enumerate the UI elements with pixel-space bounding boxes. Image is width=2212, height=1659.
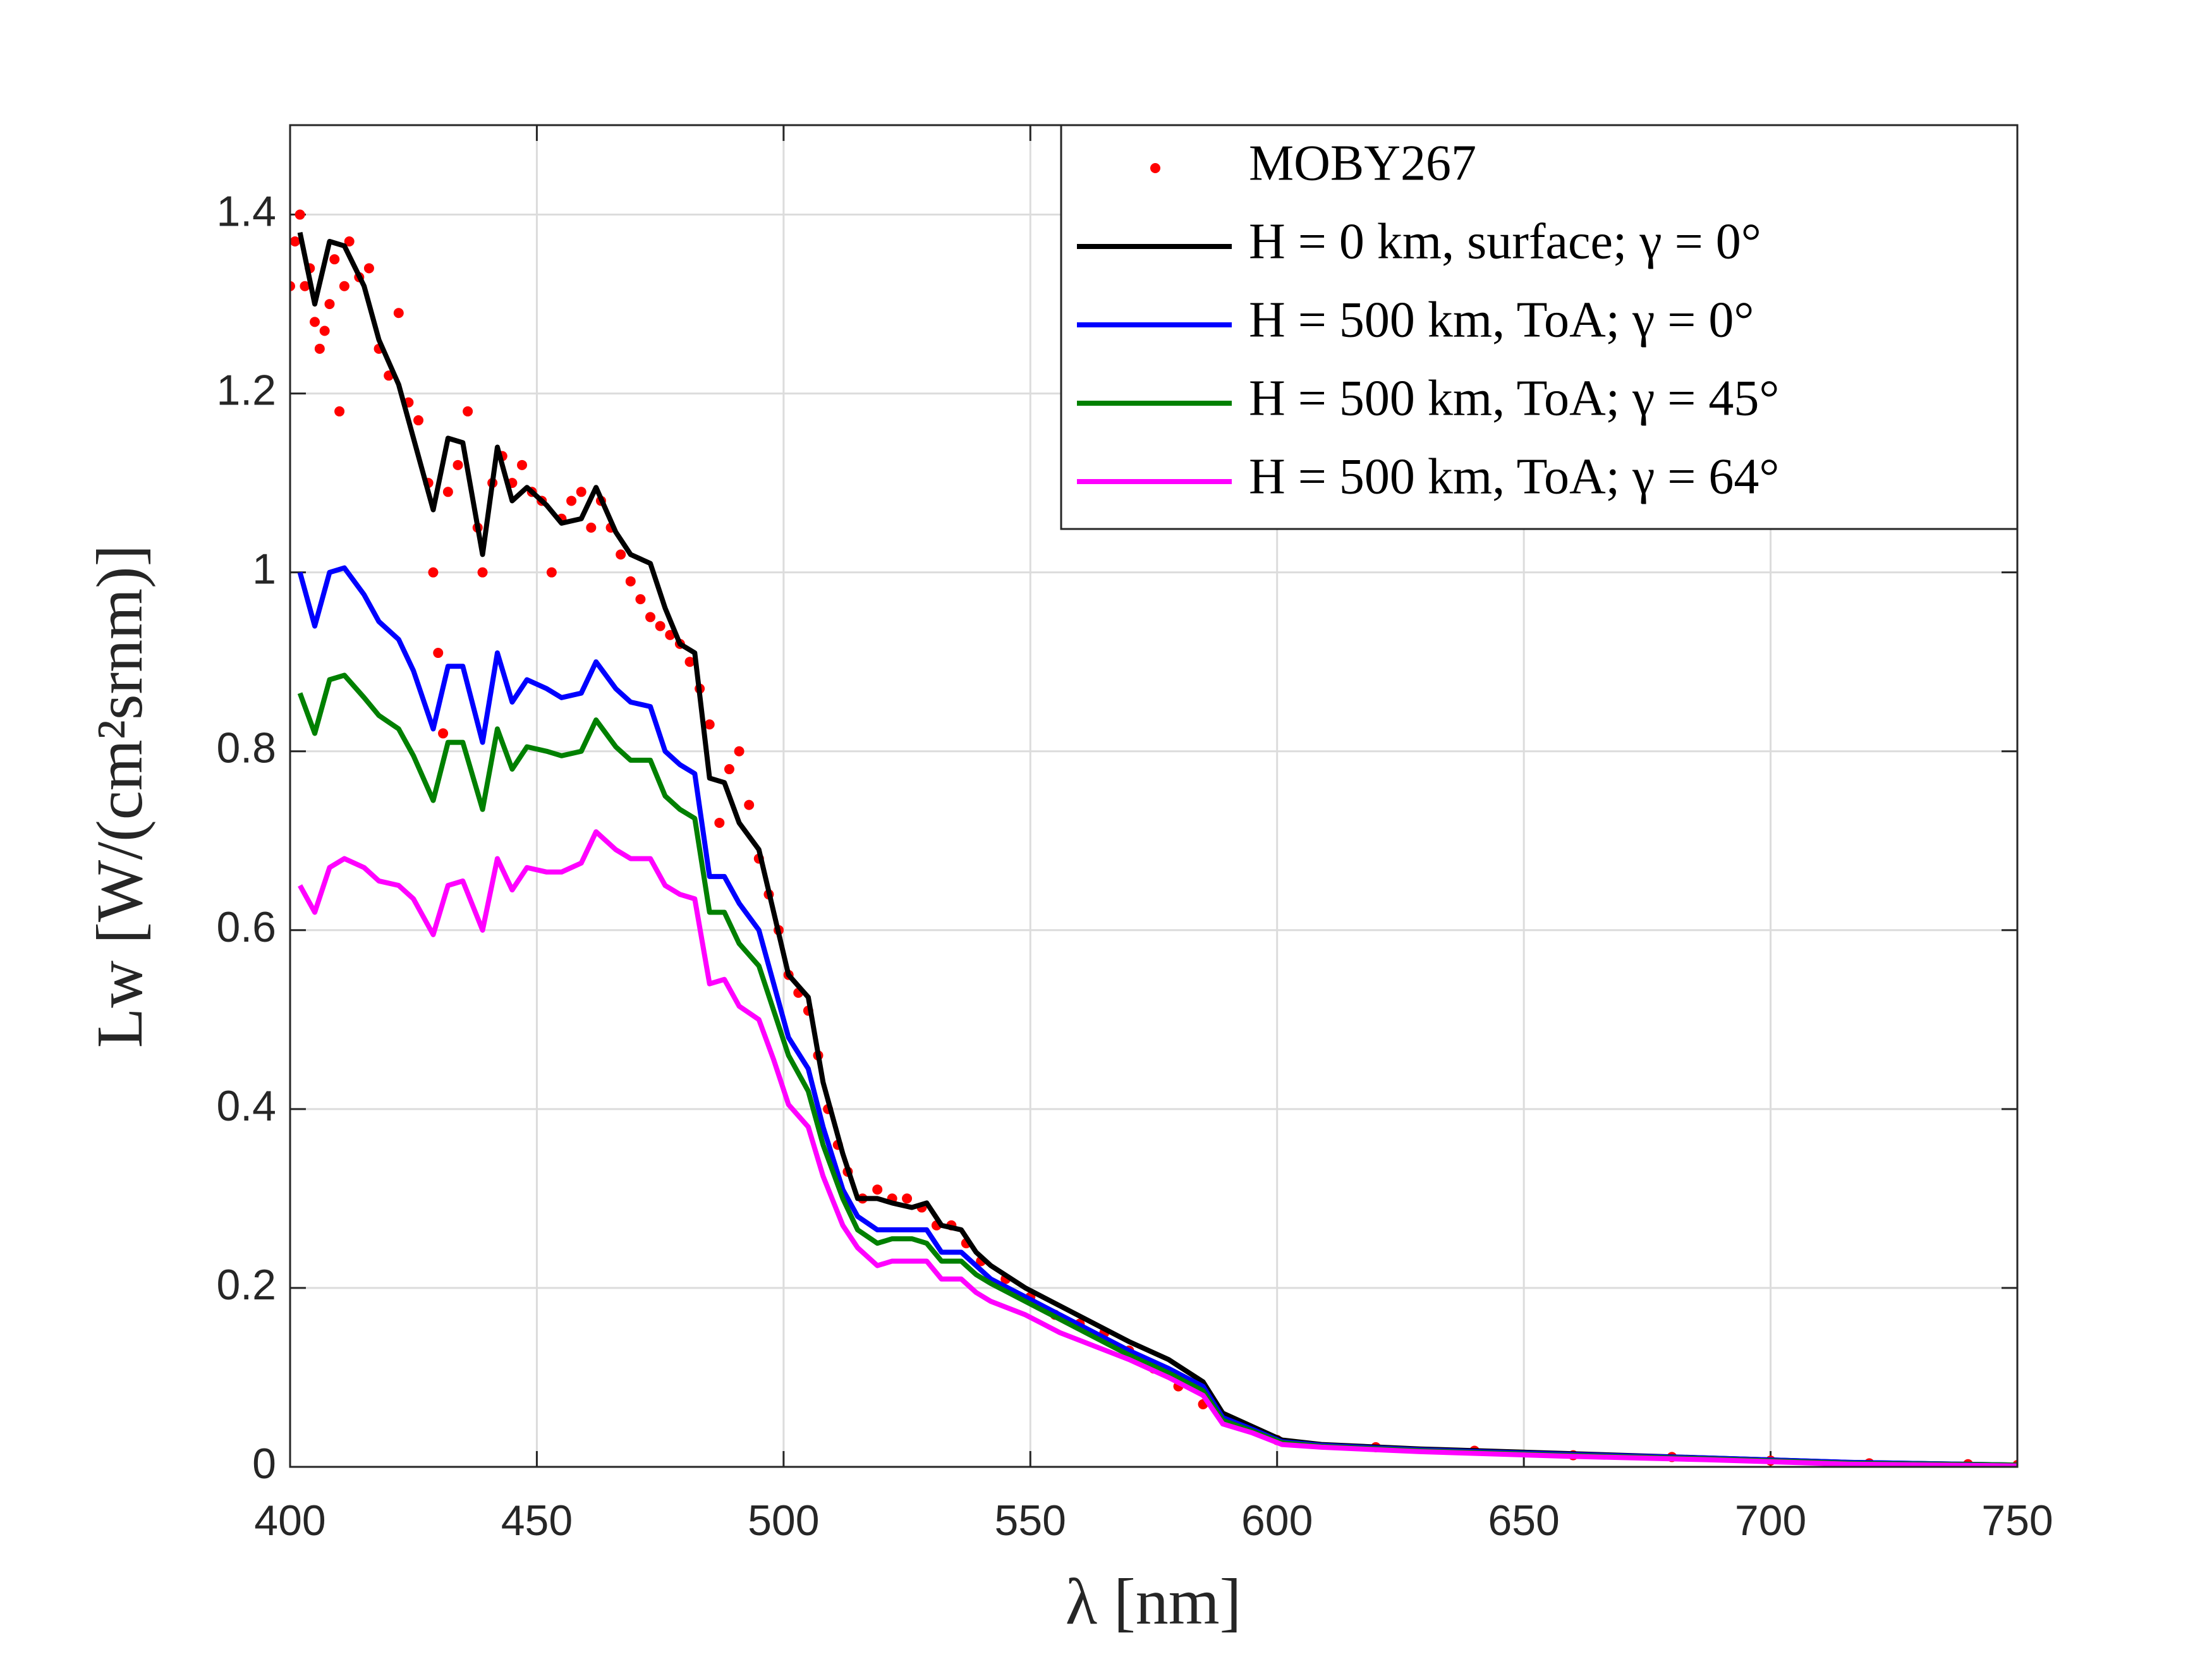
scatter-point xyxy=(872,1184,883,1195)
scatter-point xyxy=(576,487,586,497)
plot-area xyxy=(290,209,2017,1467)
x-tick-label: 750 xyxy=(1981,1497,2053,1545)
scatter-point xyxy=(566,495,577,506)
scatter-point xyxy=(344,236,355,246)
y-tick-label: 0.4 xyxy=(216,1082,276,1130)
scatter-point xyxy=(319,325,330,336)
scatter-point xyxy=(902,1193,913,1204)
scatter-point xyxy=(300,281,310,291)
scatter-point xyxy=(428,567,439,578)
scatter-point xyxy=(463,406,473,416)
scatter-point xyxy=(616,549,626,560)
y-tick-label: 0 xyxy=(252,1440,276,1488)
legend-label: H = 500 km, ToA; γ = 45° xyxy=(1249,370,1779,426)
scatter-point xyxy=(635,594,646,605)
scatter-point xyxy=(339,281,349,291)
legend-marker xyxy=(1150,163,1160,173)
x-tick-label: 600 xyxy=(1241,1497,1313,1545)
scatter-point xyxy=(684,657,695,667)
x-tick-label: 450 xyxy=(501,1497,573,1545)
x-tick-label: 500 xyxy=(748,1497,819,1545)
y-tick-label: 1.4 xyxy=(216,188,276,236)
series-line xyxy=(297,232,2017,1467)
scatter-point xyxy=(393,308,404,319)
scatter-point xyxy=(453,459,463,470)
scatter-point xyxy=(724,764,734,775)
scatter-point xyxy=(329,254,340,265)
scatter-point xyxy=(655,621,665,631)
scatter-point xyxy=(324,299,335,310)
scatter-point xyxy=(290,281,295,291)
y-tick-label: 0.8 xyxy=(216,724,276,772)
x-tick-label: 550 xyxy=(995,1497,1066,1545)
scatter-point xyxy=(744,799,755,810)
scatter-point xyxy=(413,415,424,426)
scatter-point xyxy=(586,522,597,533)
scatter-point xyxy=(645,612,656,623)
scatter-point xyxy=(314,343,325,354)
y-tick-label: 1 xyxy=(252,545,276,593)
scatter-point xyxy=(433,648,444,659)
legend-label: H = 500 km, ToA; γ = 64° xyxy=(1249,449,1779,504)
scatter-point xyxy=(546,567,557,578)
scatter-point xyxy=(625,576,636,586)
scatter-point xyxy=(704,719,715,730)
x-tick-label: 700 xyxy=(1735,1497,1806,1545)
scatter-point xyxy=(517,459,528,470)
series-line xyxy=(297,672,2017,1467)
y-tick-label: 1.2 xyxy=(216,367,276,415)
x-axis-label: λ [nm] xyxy=(1066,1565,1242,1638)
y-axis-label: Lw [W/(cm²srnm)] xyxy=(83,545,156,1048)
scatter-point xyxy=(363,263,374,274)
y-tick-label: 0.2 xyxy=(216,1261,276,1309)
scatter-point xyxy=(290,236,300,246)
legend-label: MOBY267 xyxy=(1249,135,1476,191)
series-line xyxy=(297,565,2017,1467)
scatter-point xyxy=(442,487,453,497)
scatter-point xyxy=(734,746,744,757)
scatter-point xyxy=(334,406,345,416)
scatter-point xyxy=(714,817,725,828)
legend-label: H = 0 km, surface; γ = 0° xyxy=(1249,214,1761,269)
series-line xyxy=(298,829,2017,1467)
x-tick-label: 400 xyxy=(254,1497,325,1545)
legend-label: H = 500 km, ToA; γ = 0° xyxy=(1249,292,1754,348)
scatter-point xyxy=(310,317,320,327)
scatter-point xyxy=(477,567,488,578)
x-tick-label: 650 xyxy=(1488,1497,1559,1545)
scatter-point xyxy=(438,728,449,739)
y-tick-label: 0.6 xyxy=(216,903,276,951)
scatter-point xyxy=(295,209,305,220)
